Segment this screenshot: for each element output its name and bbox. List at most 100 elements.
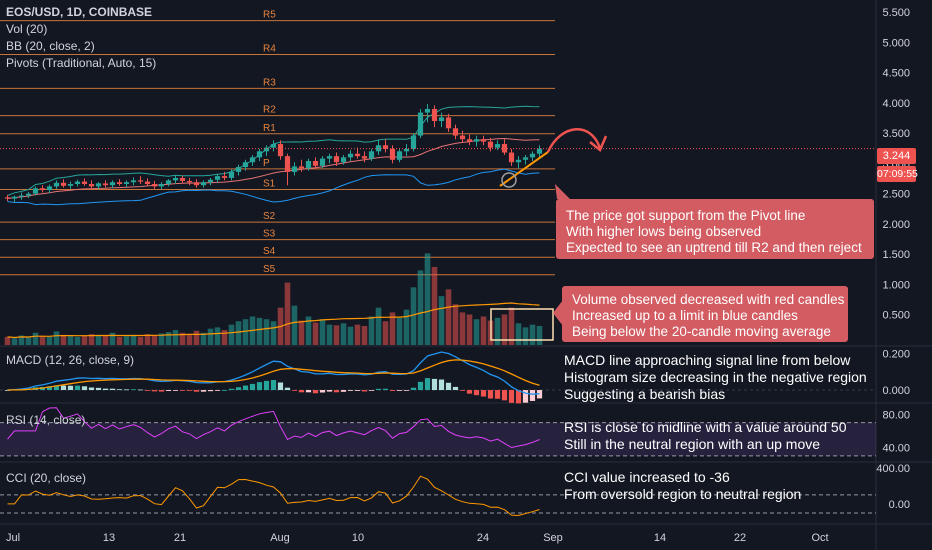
pivot-label-s4: S4 xyxy=(263,246,276,257)
candle-body xyxy=(480,139,487,142)
x-tick-label: 10 xyxy=(352,532,364,544)
pivot-label-r3: R3 xyxy=(263,77,276,88)
volume-bar xyxy=(466,314,473,345)
macd-histogram-bar xyxy=(375,388,382,391)
candle-body xyxy=(354,153,361,157)
volume-moving-average xyxy=(7,302,540,339)
candle-body xyxy=(60,182,67,186)
y-tick-label: 5.000 xyxy=(882,37,910,49)
macd-histogram-bar xyxy=(466,390,473,394)
y-tick-label: 0.500 xyxy=(882,310,910,322)
candle-body xyxy=(319,158,326,166)
candle-body xyxy=(396,151,403,160)
macd-histogram-bar xyxy=(389,390,396,391)
candle-body xyxy=(4,197,11,199)
macd-histogram-bar xyxy=(95,387,102,391)
candle-body xyxy=(291,166,298,172)
annotation-line: Volume observed decreased with red candl… xyxy=(572,292,845,307)
candle-body xyxy=(389,148,396,160)
volume-bar xyxy=(326,324,333,345)
macd-histogram-bar xyxy=(522,390,529,403)
volume-bar xyxy=(137,336,144,345)
candle-body xyxy=(172,177,179,181)
candle-body xyxy=(123,182,130,184)
candle-body xyxy=(165,180,172,184)
candle-body xyxy=(424,108,431,113)
x-tick-label: Sep xyxy=(543,532,563,544)
x-tick-label: 14 xyxy=(654,532,666,544)
macd-histogram-bar xyxy=(424,378,431,391)
macd-histogram-bar xyxy=(333,390,340,393)
volume-bar xyxy=(305,316,312,345)
x-tick-label: 13 xyxy=(103,532,115,544)
macd-histogram-bar xyxy=(403,390,410,391)
candle-body xyxy=(214,176,221,180)
volume-bar xyxy=(389,312,396,345)
macd-histogram-bar xyxy=(74,385,81,391)
candle-body xyxy=(137,180,144,182)
volume-bar xyxy=(340,323,347,345)
macd-histogram-bar xyxy=(326,390,333,392)
x-tick-label: 21 xyxy=(174,532,186,544)
macd-signal-line xyxy=(7,359,540,391)
annotation-line: From oversold region to neutral region xyxy=(564,486,802,502)
pivot-label-s2: S2 xyxy=(263,211,276,222)
volume-bar xyxy=(270,321,277,345)
macd-histogram-bar xyxy=(151,390,158,392)
candle-body xyxy=(410,135,417,149)
candle-body xyxy=(130,180,137,183)
candle-body xyxy=(81,181,88,184)
volume-bar xyxy=(515,323,522,345)
macd-histogram-bar xyxy=(158,390,165,392)
macd-histogram-bar xyxy=(228,388,235,391)
macd-histogram-bar xyxy=(165,390,172,392)
volume-bar xyxy=(256,317,263,345)
macd-legend: MACD (12, 26, close, 9) xyxy=(6,353,135,367)
volume-bar xyxy=(522,327,529,345)
candle-body xyxy=(200,182,207,186)
macd-histogram-bar xyxy=(291,390,298,391)
cci-legend: CCI (20, close) xyxy=(6,471,87,485)
macd-histogram-bar xyxy=(417,381,424,391)
macd-histogram-bar xyxy=(172,390,179,391)
candle-body xyxy=(88,184,95,187)
macd-histogram-bar xyxy=(123,389,130,391)
symbol-title: EOS/USD, 1D, COINBASE xyxy=(6,5,153,19)
volume-bar xyxy=(67,336,74,345)
candle-body xyxy=(221,176,228,178)
y-tick-label: 4.500 xyxy=(882,68,910,80)
volume-bar xyxy=(81,335,88,345)
macd-histogram-bar xyxy=(102,388,109,391)
macd-histogram-bar xyxy=(186,390,193,391)
bb-lower-band xyxy=(7,168,540,206)
volume-bar xyxy=(445,289,452,345)
macd-histogram-bar xyxy=(473,390,480,396)
pivot-label-r5: R5 xyxy=(263,10,276,21)
volume-bar xyxy=(158,333,165,345)
annotation-line: Expected to see an uptrend till R2 and t… xyxy=(566,240,862,255)
annotation-cci: CCI value increased to -36 From oversold… xyxy=(564,469,801,503)
candle-body xyxy=(312,161,319,166)
countdown-tag: 07:09:55 xyxy=(877,166,918,182)
annotation-line: CCI value increased to -36 xyxy=(564,469,730,485)
macd-histogram-bar xyxy=(284,387,291,391)
macd-histogram-bar xyxy=(200,390,207,392)
candle-body xyxy=(522,157,529,160)
macd-histogram-bar xyxy=(354,390,361,391)
annotation-pointer xyxy=(553,300,563,326)
macd-y-tick: 0.000 xyxy=(882,385,910,397)
macd-histogram-bar xyxy=(501,390,508,401)
candle-body xyxy=(340,157,347,163)
candle-body xyxy=(263,147,270,152)
candle-body xyxy=(25,193,32,196)
rsi-band-fill xyxy=(0,422,876,456)
x-tick-label: Aug xyxy=(270,532,290,544)
candle-body xyxy=(459,135,466,140)
y-tick-label: 5.500 xyxy=(882,7,910,19)
volume-bar xyxy=(368,316,375,345)
rsi-y-tick: 80.00 xyxy=(882,409,910,421)
candle-body xyxy=(452,128,459,136)
volume-bar xyxy=(312,322,319,345)
candle-body xyxy=(207,179,214,183)
